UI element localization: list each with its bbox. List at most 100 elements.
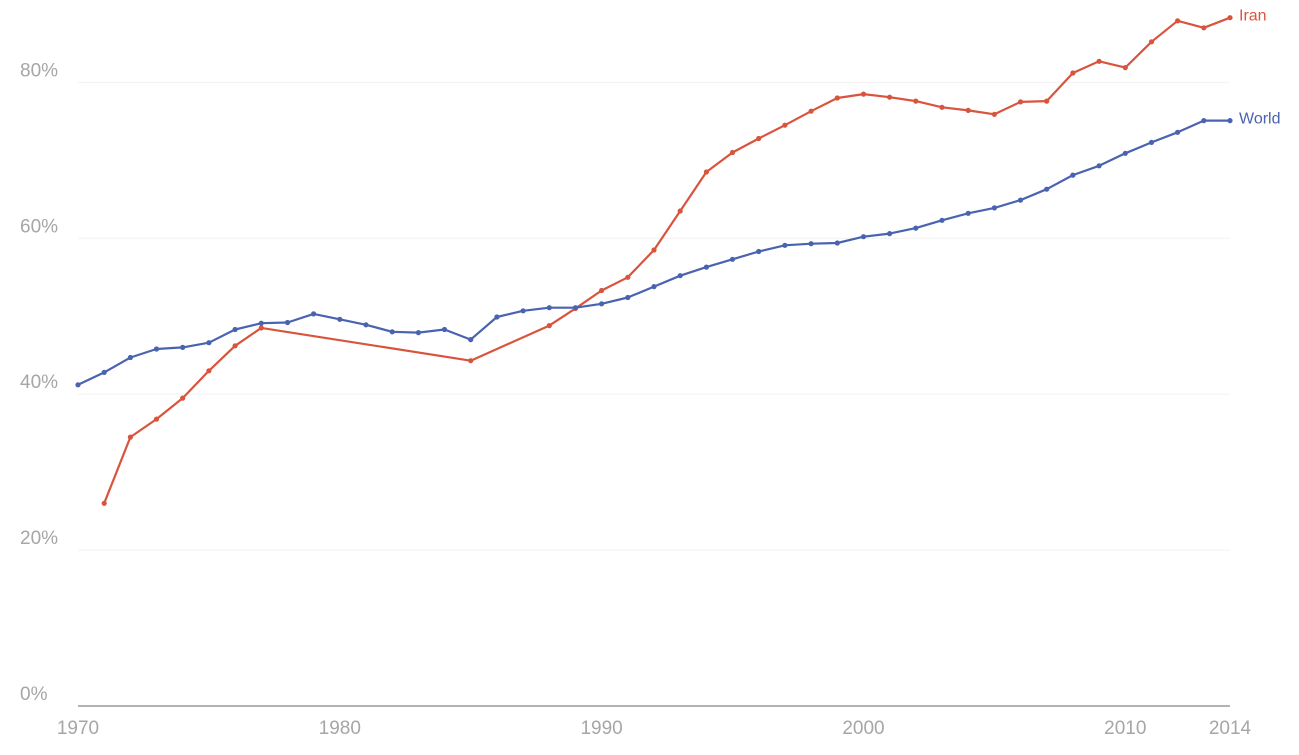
- data-point-world: [1122, 150, 1128, 156]
- label-layer: Iran World: [1239, 8, 1281, 128]
- data-point-iran: [756, 135, 762, 142]
- data-point-iran: [206, 368, 212, 374]
- series-label-world: World: [1239, 111, 1281, 128]
- data-point-world: [232, 326, 238, 333]
- data-point-iran: [1148, 39, 1155, 45]
- data-point-iran: [991, 111, 998, 117]
- data-point-world: [1070, 172, 1076, 178]
- data-point-world: [415, 330, 421, 336]
- series-line-world: [77, 119, 1230, 386]
- series-label-iran: Iran: [1239, 8, 1267, 25]
- data-point-iran: [546, 323, 552, 329]
- data-point-iran: [965, 107, 971, 113]
- data-point-iran: [913, 98, 919, 104]
- data-point-world: [625, 294, 631, 301]
- data-point-iran: [1044, 98, 1050, 104]
- data-point-world: [756, 248, 762, 255]
- series-line-iran: [103, 16, 1231, 504]
- data-point-iran: [887, 94, 893, 100]
- x-tick-label: 2000: [842, 718, 884, 739]
- y-tick-label: 80%: [20, 60, 58, 81]
- x-tick-label: 1990: [580, 718, 622, 739]
- data-point-iran: [703, 169, 710, 175]
- data-point-iran: [599, 287, 605, 294]
- data-point-world: [520, 308, 526, 314]
- data-point-world: [284, 319, 291, 326]
- data-point-iran: [860, 91, 867, 97]
- data-point-world: [546, 305, 552, 311]
- data-point-world: [1096, 163, 1102, 169]
- data-point-world: [782, 242, 788, 248]
- data-point-world: [572, 305, 579, 311]
- data-point-iran: [101, 500, 107, 506]
- data-point-world: [965, 210, 971, 216]
- data-point-iran: [1175, 18, 1181, 24]
- data-point-iran: [1017, 99, 1024, 105]
- data-point-world: [991, 205, 998, 211]
- data-point-iran: [834, 95, 840, 101]
- data-point-iran: [808, 108, 814, 114]
- data-point-iran: [258, 325, 264, 331]
- data-point-iran: [625, 274, 631, 280]
- data-point-iran: [677, 208, 683, 214]
- data-point-world: [494, 314, 500, 320]
- data-point-world: [808, 241, 814, 247]
- data-point-iran: [1070, 70, 1076, 76]
- grid-layer: [78, 81, 1230, 551]
- data-point-world: [468, 337, 474, 343]
- series-layer: [75, 15, 1233, 506]
- data-point-iran: [1227, 15, 1233, 21]
- data-point-world: [1201, 118, 1207, 124]
- data-point-iran: [729, 149, 736, 156]
- data-point-iran: [232, 343, 238, 349]
- data-point-world: [311, 311, 317, 317]
- data-point-world: [1017, 197, 1024, 203]
- data-point-iran: [939, 104, 945, 110]
- data-point-world: [337, 316, 343, 322]
- data-point-world: [703, 264, 710, 270]
- data-point-world: [101, 369, 107, 375]
- data-point-world: [363, 322, 369, 328]
- data-point-world: [389, 329, 395, 335]
- data-point-world: [677, 273, 683, 279]
- data-point-world: [1044, 186, 1050, 192]
- x-tick-label: 1970: [57, 718, 99, 739]
- data-point-iran: [127, 434, 133, 440]
- data-point-world: [258, 320, 264, 326]
- data-point-iran: [782, 122, 788, 128]
- x-tick-label: 2014: [1209, 718, 1252, 739]
- data-point-iran: [153, 416, 160, 422]
- data-point-iran: [651, 247, 657, 253]
- data-point-world: [939, 217, 945, 223]
- y-tick-label: 40%: [20, 372, 58, 393]
- data-point-world: [1227, 118, 1233, 124]
- data-point-world: [729, 256, 736, 262]
- data-point-world: [441, 326, 448, 333]
- data-point-world: [834, 240, 840, 246]
- data-point-iran: [1122, 65, 1128, 71]
- data-point-world: [1175, 129, 1181, 135]
- x-tick-label: 2010: [1104, 718, 1146, 739]
- data-point-world: [651, 284, 657, 290]
- data-point-iran: [468, 358, 474, 364]
- axis-layer: 0% 20% 40% 60% 80% 1970 1980 1990 2000 2010 2014: [20, 60, 1252, 739]
- data-point-world: [599, 301, 605, 307]
- data-point-world: [913, 225, 919, 231]
- data-point-world: [153, 346, 160, 352]
- y-tick-label: 60%: [20, 216, 58, 237]
- y-tick-label: 20%: [20, 528, 58, 549]
- data-point-world: [1148, 139, 1155, 145]
- x-tick-label: 1980: [319, 718, 361, 739]
- data-point-iran: [1201, 25, 1207, 31]
- data-point-world: [206, 340, 212, 346]
- data-point-world: [127, 354, 133, 361]
- y-tick-label: 0%: [20, 684, 48, 705]
- data-point-world: [860, 234, 867, 240]
- data-point-world: [180, 344, 186, 350]
- data-point-iran: [180, 395, 186, 401]
- data-point-world: [75, 382, 81, 388]
- data-point-world: [887, 231, 893, 237]
- data-point-iran: [1096, 58, 1102, 64]
